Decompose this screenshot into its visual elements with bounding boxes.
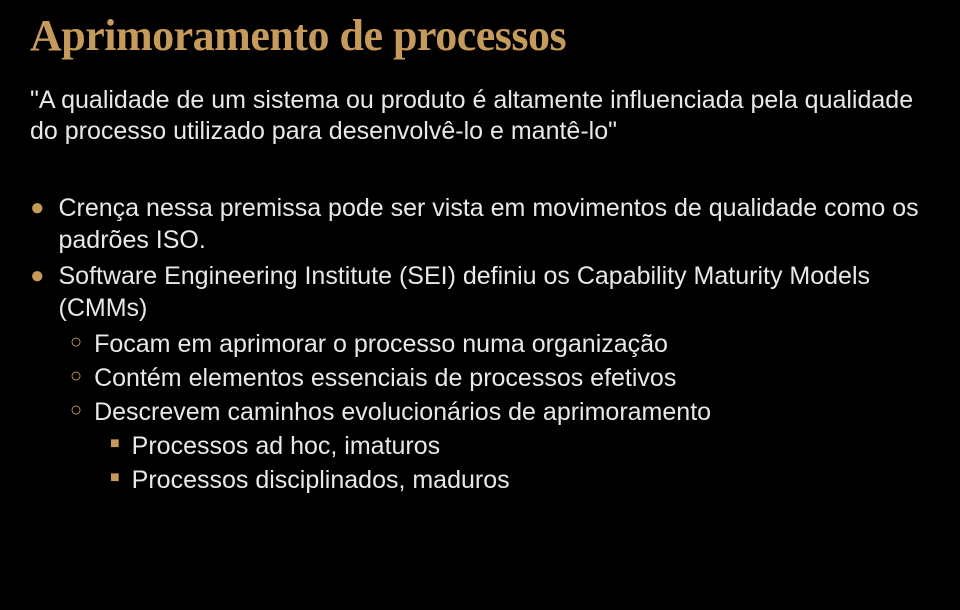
- bullet-marker-l1-icon: ●: [30, 192, 45, 223]
- slide-quote: "A qualidade de um sistema ou produto é …: [30, 85, 930, 148]
- bullet-marker-l3-icon: ■: [110, 464, 120, 491]
- bullet-marker-l2-icon: ○: [70, 396, 82, 424]
- bullet-text: Software Engineering Institute (SEI) def…: [59, 260, 931, 324]
- bullet-text: Descrevem caminhos evolucionários de apr…: [94, 396, 711, 428]
- bullet-marker-l1-icon: ●: [30, 260, 45, 291]
- bullet-level3: ■ Processos disciplinados, maduros: [110, 464, 930, 496]
- bullet-marker-l2-icon: ○: [70, 362, 82, 390]
- bullet-text: Crença nessa premissa pode ser vista em …: [59, 192, 931, 256]
- bullet-text: Focam em aprimorar o processo numa organ…: [94, 328, 668, 360]
- slide-title: Aprimoramento de processos: [30, 10, 930, 61]
- bullet-level2: ○ Contém elementos essenciais de process…: [70, 362, 930, 394]
- bullet-level1: ● Crença nessa premissa pode ser vista e…: [30, 192, 930, 256]
- bullet-marker-l3-icon: ■: [110, 430, 120, 457]
- bullet-level1: ● Software Engineering Institute (SEI) d…: [30, 260, 930, 324]
- bullet-text: Processos ad hoc, imaturos: [132, 430, 440, 462]
- bullet-text: Processos disciplinados, maduros: [132, 464, 510, 496]
- bullet-level2: ○ Descrevem caminhos evolucionários de a…: [70, 396, 930, 428]
- bullet-text: Contém elementos essenciais de processos…: [94, 362, 676, 394]
- bullet-level2: ○ Focam em aprimorar o processo numa org…: [70, 328, 930, 360]
- bullet-marker-l2-icon: ○: [70, 328, 82, 356]
- bullet-level3: ■ Processos ad hoc, imaturos: [110, 430, 930, 462]
